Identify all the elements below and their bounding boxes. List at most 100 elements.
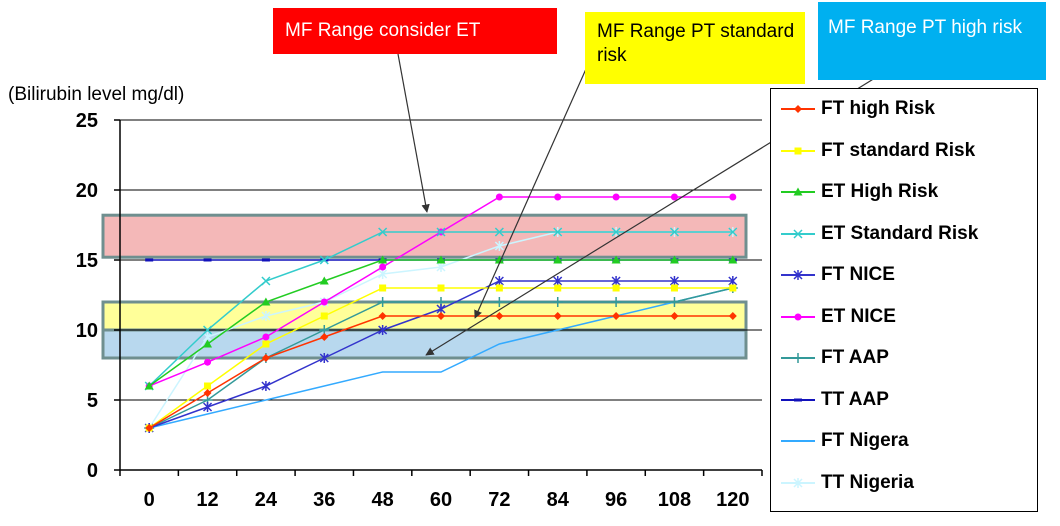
x-tick-label: 120 xyxy=(716,489,749,511)
legend-marker xyxy=(793,187,803,196)
data-point xyxy=(669,227,679,237)
y-axis-label: (Bilirubin level mg/dl) xyxy=(8,84,185,105)
legend: FT high Risk FT standard Risk ET High Risk… xyxy=(770,88,1038,512)
legend-label: ET NICE xyxy=(821,305,896,327)
series-ft-high-risk xyxy=(145,312,737,432)
legend-item: TT AAP xyxy=(771,384,1037,414)
legend-item: ET NICE xyxy=(771,301,1037,331)
legend-marker xyxy=(794,398,802,401)
data-point xyxy=(612,284,620,292)
legend-marker xyxy=(793,270,803,280)
data-point xyxy=(553,276,563,286)
risk-bands xyxy=(101,213,748,360)
data-point xyxy=(669,276,679,286)
y-tick-label: 5 xyxy=(87,390,98,412)
data-point xyxy=(611,255,621,264)
data-point xyxy=(611,276,621,286)
legend-item: FT standard Risk xyxy=(771,135,1037,165)
data-point xyxy=(670,284,678,292)
x-tick-label: 72 xyxy=(488,489,510,511)
data-point xyxy=(494,227,504,237)
tick-labels: 0 5 10 15 20 25 0 12 24 36 48 60 72 84 96 108 120 xyxy=(76,110,750,511)
data-point xyxy=(145,424,154,432)
data-point xyxy=(436,262,446,272)
band-0 xyxy=(101,213,748,259)
data-point xyxy=(144,381,154,390)
legend-item: FT AAP xyxy=(771,342,1037,372)
data-point xyxy=(494,297,505,307)
data-point xyxy=(553,312,562,320)
data-point xyxy=(554,284,562,292)
data-point xyxy=(261,311,271,321)
legend-item: FT high Risk xyxy=(771,93,1037,123)
data-point xyxy=(203,402,213,412)
y-tick-label: 0 xyxy=(87,460,98,482)
data-point xyxy=(611,227,621,237)
data-point xyxy=(436,227,446,237)
data-point xyxy=(378,325,388,335)
callout-pt-standard-risk: MF Range PT standard risk xyxy=(585,12,805,84)
data-point xyxy=(552,297,563,307)
legend-label: TT AAP xyxy=(821,388,889,410)
legend-line xyxy=(781,440,815,442)
series-line xyxy=(149,287,733,429)
data-point xyxy=(261,354,270,362)
data-point xyxy=(670,193,678,201)
data-point xyxy=(319,276,329,285)
arrow-consider-et xyxy=(397,53,430,213)
y-tick-label: 10 xyxy=(76,320,98,342)
callout-consider-et: MF Range consider ET xyxy=(273,8,557,54)
data-point xyxy=(320,312,328,320)
legend-marker xyxy=(794,147,802,154)
data-point xyxy=(669,255,679,264)
data-point xyxy=(495,284,503,292)
data-point xyxy=(379,284,387,292)
data-point xyxy=(378,269,388,279)
data-point xyxy=(669,297,680,307)
x-tick-label: 96 xyxy=(605,489,627,511)
data-point xyxy=(261,276,271,286)
data-point xyxy=(554,193,562,201)
data-point xyxy=(728,255,738,264)
callout-pt-high-risk: MF Range PT high risk xyxy=(818,2,1046,80)
y-tick-label: 25 xyxy=(76,110,98,132)
legend-item: ET High Risk xyxy=(771,176,1037,206)
data-point xyxy=(262,333,270,341)
data-point xyxy=(494,241,504,251)
data-point xyxy=(794,105,802,113)
series-ft-nigera xyxy=(149,287,733,429)
arrow-pt-standard-risk xyxy=(474,59,591,319)
data-point xyxy=(670,312,679,320)
x-tick-label: 0 xyxy=(144,489,155,511)
legend-item: ET Standard Risk xyxy=(771,218,1037,248)
legend-marker xyxy=(788,431,808,451)
data-point xyxy=(793,353,803,363)
axes xyxy=(114,119,763,476)
y-tick-label: 20 xyxy=(76,180,98,202)
legend-label: ET High Risk xyxy=(821,181,939,202)
data-point xyxy=(204,382,212,390)
legend-label: FT NICE xyxy=(821,264,895,285)
data-point xyxy=(377,297,388,307)
x-tick-label: 36 xyxy=(313,489,335,511)
data-point xyxy=(379,263,387,271)
data-point xyxy=(436,255,446,264)
data-point xyxy=(553,255,563,264)
data-point xyxy=(793,477,803,488)
x-tick-label: 84 xyxy=(547,489,570,511)
band-2 xyxy=(101,328,748,360)
data-point xyxy=(794,313,802,320)
legend-marker xyxy=(793,477,803,488)
data-point xyxy=(261,297,271,306)
data-point xyxy=(793,187,803,196)
data-point xyxy=(378,255,388,264)
x-tick-label: 12 xyxy=(196,489,218,511)
data-point xyxy=(793,228,803,239)
legend-item: TT Nigeria xyxy=(771,467,1037,497)
data-point xyxy=(553,227,563,237)
legend-label: FT Nigera xyxy=(821,430,909,451)
series-lines xyxy=(144,193,738,433)
data-point xyxy=(494,276,504,286)
data-point xyxy=(203,325,213,335)
